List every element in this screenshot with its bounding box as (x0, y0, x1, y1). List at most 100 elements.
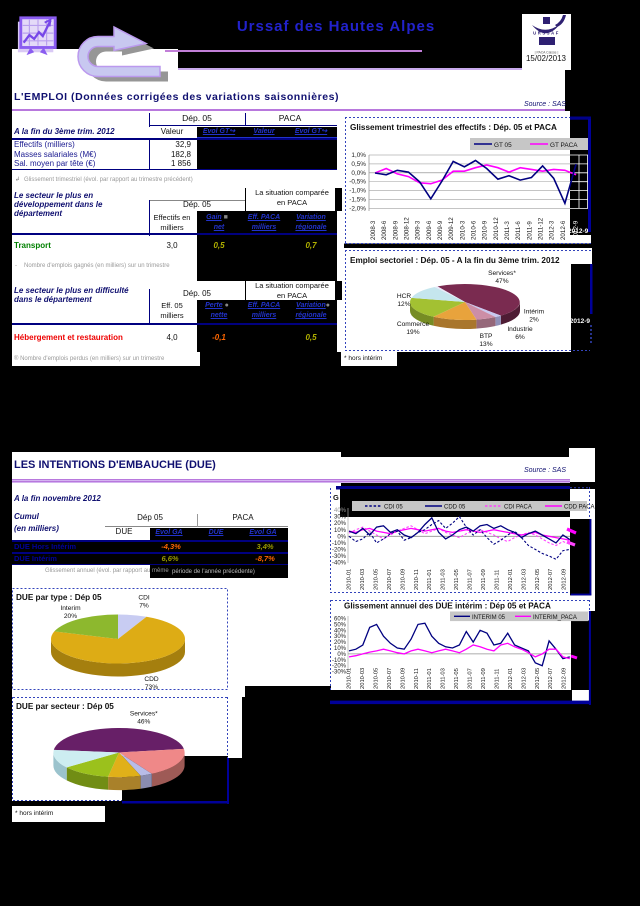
svg-text:2011-07: 2011-07 (468, 668, 474, 689)
svg-text:-40%: -40% (332, 561, 347, 567)
svg-text:GT 05: GT 05 (494, 142, 512, 149)
svg-text:2010-03: 2010-03 (360, 668, 366, 689)
svg-text:2011-03: 2011-03 (441, 668, 447, 689)
svg-text:-1,0%: -1,0% (349, 188, 366, 195)
svg-text:2008-12: 2008-12 (404, 217, 411, 240)
svg-text:2010-6: 2010-6 (471, 220, 478, 240)
svg-text:30%: 30% (334, 634, 347, 640)
svg-text:2012-09: 2012-09 (562, 668, 568, 689)
svg-text:-30%: -30% (332, 670, 347, 676)
svg-text:2010-11: 2010-11 (414, 569, 420, 590)
svg-text:0,0%: 0,0% (351, 170, 366, 177)
svg-text:7%: 7% (139, 603, 149, 610)
svg-text:2011-09: 2011-09 (481, 569, 487, 590)
svg-text:2008-6: 2008-6 (381, 220, 388, 240)
svg-text:-10%: -10% (332, 658, 347, 664)
svg-text:Intérim: Intérim (524, 309, 545, 316)
svg-text:−2012-9: −2012-9 (566, 318, 590, 325)
svg-text:Interim: Interim (60, 605, 81, 612)
svg-text:10%: 10% (334, 646, 347, 652)
svg-text:0%: 0% (337, 534, 346, 540)
svg-text:2010-01: 2010-01 (347, 668, 353, 689)
svg-text:12%: 12% (397, 301, 410, 308)
svg-text:2009-6: 2009-6 (426, 220, 433, 240)
svg-text:2012-01: 2012-01 (508, 668, 514, 689)
svg-text:2011-6: 2011-6 (515, 221, 522, 240)
svg-text:DUE par secteur : Dép 05: DUE par secteur : Dép 05 (16, 702, 114, 711)
svg-text:BTP: BTP (480, 333, 493, 340)
svg-text:2011-11: 2011-11 (494, 669, 500, 689)
svg-text:Emploi sectoriel : Dép. 05 - A: Emploi sectoriel : Dép. 05 - A la fin du… (350, 256, 560, 265)
svg-text:30%: 30% (334, 515, 347, 521)
svg-text:CDD PACA: CDD PACA (564, 505, 595, 511)
svg-text:2012-9: 2012-9 (573, 220, 580, 240)
svg-text:2012-9: 2012-9 (568, 228, 589, 235)
svg-text:GT PACA: GT PACA (550, 142, 578, 149)
svg-text:Commerce: Commerce (397, 321, 430, 328)
svg-text:2010-12: 2010-12 (493, 217, 500, 240)
svg-text:INTERIM 05: INTERIM 05 (472, 615, 506, 621)
svg-text:-1,5%: -1,5% (349, 197, 366, 204)
svg-text:HCR: HCR (397, 293, 412, 300)
svg-text:2008-3: 2008-3 (370, 220, 377, 240)
svg-text:47%: 47% (495, 278, 508, 285)
svg-text:2010-07: 2010-07 (387, 569, 393, 590)
svg-text:13%: 13% (479, 341, 492, 348)
svg-text:-2,0%: -2,0% (349, 205, 366, 212)
svg-text:2010-09: 2010-09 (400, 668, 406, 689)
svg-text:2009-12: 2009-12 (448, 217, 455, 240)
svg-text:20%: 20% (64, 613, 77, 620)
svg-text:CDI: CDI (138, 595, 150, 602)
svg-text:2009-3: 2009-3 (415, 220, 422, 240)
svg-text:2010-03: 2010-03 (360, 569, 366, 590)
svg-text:-20%: -20% (332, 664, 347, 670)
svg-text:2009-9: 2009-9 (437, 220, 444, 240)
svg-text:-10%: -10% (332, 541, 347, 547)
svg-text:2011-01: 2011-01 (427, 569, 433, 590)
svg-text:| PACA Caisse |: | PACA Caisse | (535, 51, 559, 55)
svg-text:2012-07: 2012-07 (548, 668, 554, 689)
svg-text:Glissement trimestriel des eff: Glissement trimestriel des effectifs : D… (350, 123, 557, 132)
svg-text:2008-9: 2008-9 (392, 220, 399, 240)
svg-text:2011-01: 2011-01 (427, 668, 433, 689)
svg-text:2010-07: 2010-07 (387, 668, 393, 689)
svg-text:2010-09: 2010-09 (400, 569, 406, 590)
svg-text:Services*: Services* (488, 270, 516, 277)
svg-text:46%: 46% (137, 719, 150, 726)
svg-text:CDI PACA: CDI PACA (504, 505, 532, 511)
svg-text:73%: 73% (145, 684, 158, 690)
svg-text:INTERIM_PACA: INTERIM_PACA (533, 615, 577, 621)
svg-text:2011-03: 2011-03 (441, 569, 447, 590)
svg-text:2%: 2% (529, 317, 539, 324)
svg-text:1,0%: 1,0% (351, 152, 366, 159)
svg-text:2011-09: 2011-09 (481, 668, 487, 689)
svg-text:20%: 20% (334, 521, 347, 527)
svg-text:2010-9: 2010-9 (482, 220, 489, 240)
svg-text:URSSAF: URSSAF (533, 31, 560, 36)
svg-text:2011-11: 2011-11 (494, 570, 500, 590)
svg-text:2010-11: 2010-11 (414, 668, 420, 689)
svg-text:2012-05: 2012-05 (535, 569, 541, 590)
svg-text:19%: 19% (406, 329, 419, 336)
svg-text:-20%: -20% (332, 548, 347, 554)
svg-text:2012-05: 2012-05 (535, 668, 541, 689)
svg-text:2012-3: 2012-3 (549, 220, 556, 240)
svg-text:6%: 6% (515, 334, 525, 341)
svg-text:2012-6: 2012-6 (560, 220, 567, 240)
svg-text:2010-05: 2010-05 (373, 569, 379, 590)
svg-text:CDI 05: CDI 05 (384, 505, 403, 511)
svg-text:Services*: Services* (130, 711, 158, 718)
svg-text:2012-03: 2012-03 (521, 668, 527, 689)
svg-text:-0,5%: -0,5% (349, 179, 366, 186)
svg-text:40%: 40% (334, 628, 347, 634)
svg-text:2012-07: 2012-07 (548, 569, 554, 590)
svg-text:2011-12: 2011-12 (538, 217, 545, 240)
svg-text:CDD 05: CDD 05 (444, 505, 466, 511)
svg-text:Glissement annuel des DUE inté: Glissement annuel des DUE intérim : Dép … (344, 602, 551, 611)
svg-text:20%: 20% (334, 640, 347, 646)
svg-text:2010-05: 2010-05 (373, 668, 379, 689)
svg-text:0,5%: 0,5% (351, 161, 366, 168)
svg-text:-30%: -30% (332, 554, 347, 560)
svg-text:50%: 50% (334, 622, 347, 628)
svg-text:2012-01: 2012-01 (508, 569, 514, 590)
